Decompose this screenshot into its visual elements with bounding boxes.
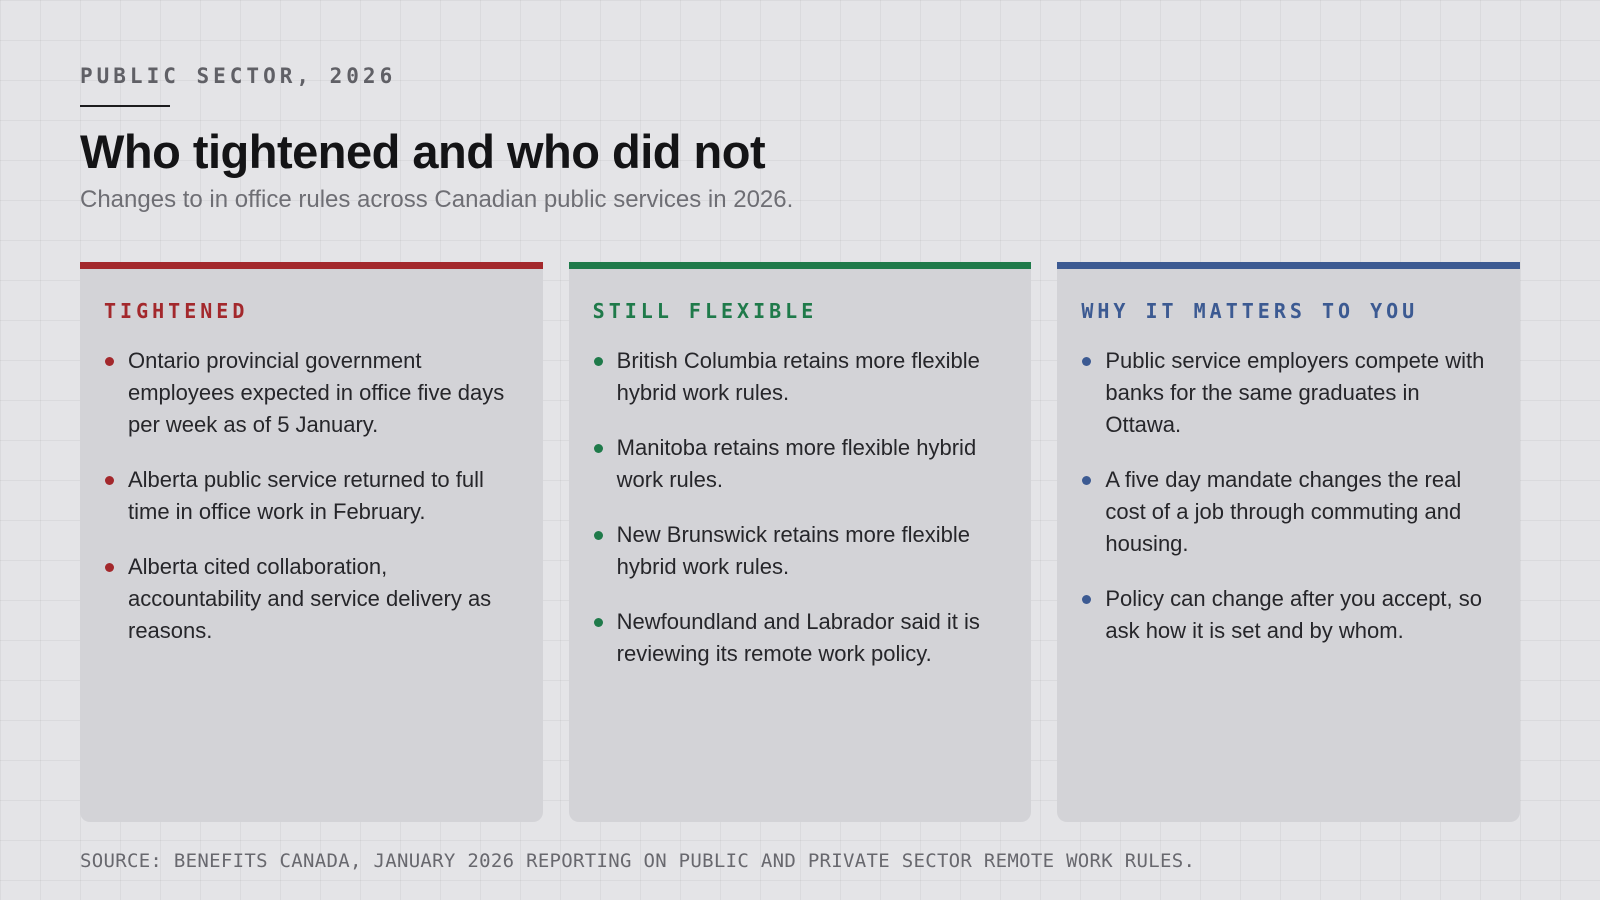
kicker-underline bbox=[80, 105, 170, 107]
slide: PUBLIC SECTOR, 2026 Who tightened and wh… bbox=[80, 0, 1521, 900]
bullet-dot-icon bbox=[105, 357, 114, 366]
bullet-dot-icon bbox=[1082, 595, 1092, 604]
list-item: Public service employers compete with ba… bbox=[1081, 345, 1496, 441]
list-item: Ontario provincial government employees … bbox=[104, 345, 519, 441]
bullet-dot-icon bbox=[593, 444, 603, 453]
list-item: Manitoba retains more flexible hybrid wo… bbox=[593, 432, 1008, 496]
list-item: Newfoundland and Labrador said it is rev… bbox=[593, 606, 1008, 670]
bullet-dot-icon bbox=[1082, 476, 1092, 485]
list-item: British Columbia retains more flexible h… bbox=[593, 345, 1008, 409]
card-list: Ontario provincial government employees … bbox=[104, 345, 519, 647]
card-tightened: TIGHTENED Ontario provincial government … bbox=[80, 262, 543, 822]
page-subtitle: Changes to in office rules across Canadi… bbox=[80, 186, 794, 213]
list-item-text: British Columbia retains more flexible h… bbox=[616, 348, 980, 405]
bullet-dot-icon bbox=[1082, 357, 1092, 366]
list-item: Alberta public service returned to full … bbox=[104, 464, 519, 528]
card-row: TIGHTENED Ontario provincial government … bbox=[80, 262, 1521, 822]
list-item-text: Alberta public service returned to full … bbox=[128, 467, 484, 524]
source-footnote: SOURCE: BENEFITS CANADA, JANUARY 2026 RE… bbox=[80, 850, 1196, 872]
kicker-label: PUBLIC SECTOR, 2026 bbox=[80, 64, 397, 88]
list-item-text: New Brunswick retains more flexible hybr… bbox=[616, 522, 971, 579]
bullet-dot-icon bbox=[593, 531, 603, 540]
list-item: New Brunswick retains more flexible hybr… bbox=[593, 519, 1008, 583]
list-item-text: Alberta cited collaboration, accountabil… bbox=[128, 554, 492, 643]
card-still-flexible: STILL FLEXIBLE British Columbia retains … bbox=[568, 262, 1032, 822]
list-item: Alberta cited collaboration, accountabil… bbox=[104, 551, 519, 647]
card-heading: WHY IT MATTERS TO YOU bbox=[1081, 299, 1419, 323]
bullet-dot-icon bbox=[105, 563, 114, 572]
card-list: Public service employers compete with ba… bbox=[1081, 345, 1496, 647]
list-item: Policy can change after you accept, so a… bbox=[1081, 583, 1496, 647]
card-heading: TIGHTENED bbox=[104, 299, 249, 323]
list-item-text: Policy can change after you accept, so a… bbox=[1105, 586, 1483, 643]
card-why-it-matters: WHY IT MATTERS TO YOU Public service emp… bbox=[1057, 262, 1521, 822]
card-heading: STILL FLEXIBLE bbox=[592, 299, 818, 323]
list-item: A five day mandate changes the real cost… bbox=[1081, 464, 1496, 560]
card-list: British Columbia retains more flexible h… bbox=[593, 345, 1008, 670]
page-title: Who tightened and who did not bbox=[80, 125, 766, 178]
list-item-text: Public service employers compete with ba… bbox=[1105, 348, 1485, 437]
list-item-text: Newfoundland and Labrador said it is rev… bbox=[616, 609, 980, 666]
list-item-text: A five day mandate changes the real cost… bbox=[1105, 467, 1462, 556]
list-item-text: Ontario provincial government employees … bbox=[128, 348, 505, 437]
bullet-dot-icon bbox=[593, 618, 603, 627]
bullet-dot-icon bbox=[593, 357, 603, 366]
list-item-text: Manitoba retains more flexible hybrid wo… bbox=[616, 435, 977, 492]
bullet-dot-icon bbox=[105, 476, 114, 485]
